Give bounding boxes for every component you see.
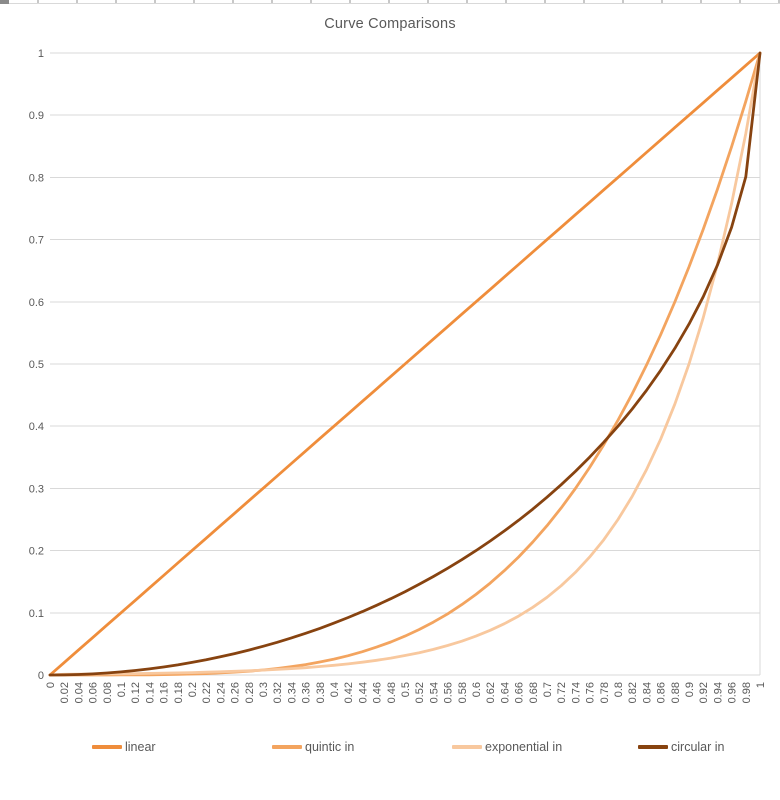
x-axis-tick-label: 0.24 bbox=[215, 682, 227, 703]
x-axis-tick-label: 0.56 bbox=[443, 682, 455, 703]
x-axis-tick-label: 0.86 bbox=[656, 682, 668, 703]
x-axis-tick-label: 0.1 bbox=[116, 682, 128, 697]
y-axis-tick-label: 0.3 bbox=[29, 483, 44, 495]
x-axis-tick-label: 0.52 bbox=[414, 682, 426, 703]
series-line-exponential-in[interactable] bbox=[48, 51, 762, 677]
x-axis-tick-label: 0.96 bbox=[727, 682, 739, 703]
y-axis-tick-label: 0.2 bbox=[29, 546, 44, 558]
x-axis-tick-label: 0.18 bbox=[173, 682, 185, 703]
x-axis-tick-label: 0.64 bbox=[499, 682, 511, 703]
legend-line-swatch bbox=[272, 745, 302, 749]
x-axis-tick-label: 0.46 bbox=[372, 682, 384, 703]
x-axis-tick-label: 0.26 bbox=[230, 682, 242, 703]
x-axis-tick-label: 0.22 bbox=[201, 682, 213, 703]
x-axis-tick-label: 0.9 bbox=[684, 682, 696, 697]
x-axis-tick-label: 0.42 bbox=[343, 682, 355, 703]
series-line-circular-in[interactable] bbox=[48, 51, 762, 677]
x-axis-tick-label: 0.06 bbox=[88, 682, 100, 703]
x-axis-tick-label: 0.84 bbox=[641, 682, 653, 703]
x-axis-tick-label: 0.88 bbox=[670, 682, 682, 703]
x-axis-tick-label: 0.54 bbox=[428, 682, 440, 703]
x-axis-tick-label: 0 bbox=[45, 682, 57, 688]
x-axis-tick-label: 0.14 bbox=[144, 682, 156, 703]
y-axis-tick-label: 0.8 bbox=[29, 172, 44, 184]
x-axis-tick-label: 0.72 bbox=[556, 682, 568, 703]
x-axis-tick-label: 0.04 bbox=[73, 682, 85, 703]
x-axis-tick-label: 0.32 bbox=[272, 682, 284, 703]
series-line-linear[interactable] bbox=[48, 51, 762, 677]
x-axis-tick-label: 0.08 bbox=[102, 682, 114, 703]
x-axis-tick-label: 0.94 bbox=[712, 682, 724, 703]
y-axis-tick-label: 0.7 bbox=[29, 235, 44, 247]
x-axis-tick-label: 1 bbox=[755, 682, 767, 688]
legend-item-quintic-in[interactable]: quintic in bbox=[272, 738, 354, 756]
legend-label: circular in bbox=[671, 740, 725, 754]
x-axis-tick-label: 0.38 bbox=[315, 682, 327, 703]
x-axis-tick-label: 0.68 bbox=[528, 682, 540, 703]
x-axis-tick-label: 0.34 bbox=[286, 682, 298, 703]
x-axis-tick-label: 0.02 bbox=[59, 682, 71, 703]
y-axis-tick-label: 0 bbox=[38, 670, 44, 682]
x-axis-tick-label: 0.74 bbox=[570, 682, 582, 703]
x-axis-tick-label: 0.16 bbox=[159, 682, 171, 703]
series-line-quintic-in[interactable] bbox=[48, 51, 762, 677]
x-axis-tick-label: 0.8 bbox=[613, 682, 625, 697]
legend-label: quintic in bbox=[305, 740, 355, 754]
legend-line-swatch bbox=[452, 745, 482, 749]
x-axis-tick-label: 0.28 bbox=[244, 682, 256, 703]
spreadsheet-corner-mark bbox=[0, 0, 9, 4]
x-axis-tick-label: 0.98 bbox=[741, 682, 753, 703]
plot-area[interactable]: 00.10.20.30.40.50.60.70.80.910 0.02 0.04 0.… bbox=[0, 0, 780, 730]
x-axis-tick-label: 0.76 bbox=[585, 682, 597, 703]
legend-item-linear[interactable]: linear bbox=[92, 738, 156, 756]
legend: linear quintic in exponential in circular i… bbox=[0, 738, 780, 756]
legend-label: linear bbox=[125, 740, 156, 754]
legend-label: exponential in bbox=[485, 740, 563, 754]
legend-item-exponential-in[interactable]: exponential in bbox=[452, 738, 562, 756]
x-axis-tick-label: 0.2 bbox=[187, 682, 199, 697]
y-axis-tick-label: 0.9 bbox=[29, 110, 44, 122]
x-axis-tick-label: 0.3 bbox=[258, 682, 270, 697]
chart-title[interactable]: Curve Comparisons bbox=[324, 16, 456, 32]
x-axis-tick-label: 0.36 bbox=[301, 682, 313, 703]
y-axis-tick-label: 0.5 bbox=[29, 359, 44, 371]
y-axis-tick-label: 1 bbox=[38, 48, 44, 60]
y-axis-tick-label: 0.6 bbox=[29, 297, 44, 309]
x-axis-tick-label: 0.4 bbox=[329, 682, 341, 697]
x-axis-tick-label: 0.44 bbox=[357, 682, 369, 703]
legend-item-circular-in[interactable]: circular in bbox=[638, 738, 725, 756]
x-axis-tick-label: 0.82 bbox=[627, 682, 639, 703]
spreadsheet-grid-edge bbox=[0, 0, 780, 4]
x-axis-tick-label: 0.5 bbox=[400, 682, 412, 697]
x-axis-tick-label: 0.78 bbox=[599, 682, 611, 703]
x-axis-tick-label: 0.7 bbox=[542, 682, 554, 697]
legend-line-swatch bbox=[638, 745, 668, 749]
y-axis-tick-label: 0.1 bbox=[29, 608, 44, 620]
x-axis-tick-label: 0.6 bbox=[471, 682, 483, 697]
x-axis-tick-label: 0.66 bbox=[514, 682, 526, 703]
x-axis-tick-label: 0.58 bbox=[457, 682, 469, 703]
y-axis-tick-label: 0.4 bbox=[29, 421, 44, 433]
x-axis-tick-label: 0.62 bbox=[485, 682, 497, 703]
x-axis-tick-label: 0.92 bbox=[698, 682, 710, 703]
legend-line-swatch bbox=[92, 745, 122, 749]
x-axis-tick-label: 0.12 bbox=[130, 682, 142, 703]
x-axis-tick-label: 0.48 bbox=[386, 682, 398, 703]
